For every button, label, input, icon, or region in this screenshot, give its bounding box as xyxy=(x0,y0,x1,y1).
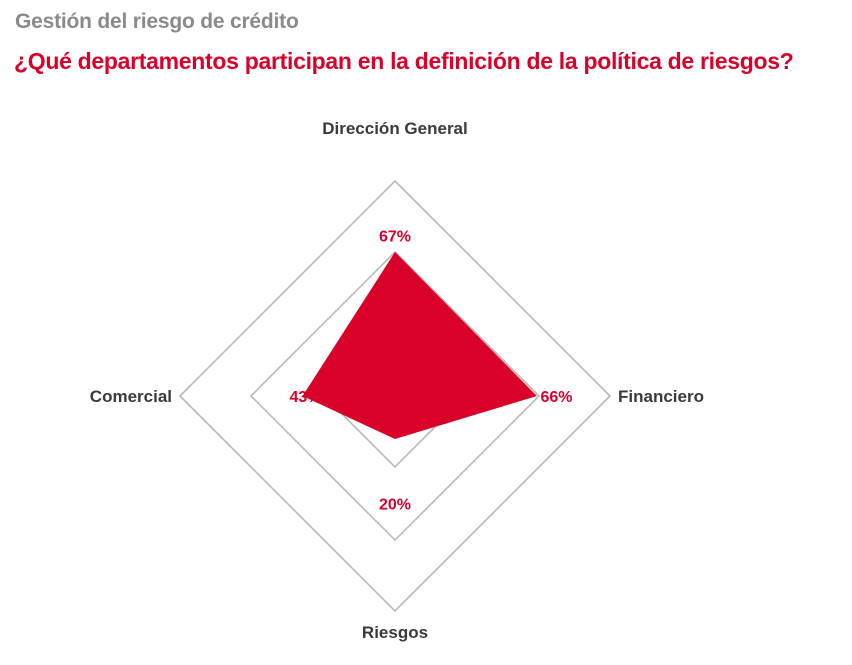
value-label-financiero: 66% xyxy=(540,389,572,406)
axis-label-comercial: Comercial xyxy=(90,387,172,406)
value-label-comercial: 43% xyxy=(290,389,322,406)
value-label-riesgos: 20% xyxy=(379,497,411,514)
chart-subtitle: Gestión del riesgo de crédito xyxy=(15,10,299,33)
axis-label-direccion-general: Dirección General xyxy=(322,119,468,138)
radar-series xyxy=(302,251,537,439)
axis-label-financiero: Financiero xyxy=(618,387,704,406)
axis-label-riesgos: Riesgos xyxy=(362,623,428,642)
grid-ring-67 xyxy=(249,250,541,542)
value-label-direccion-general: 67% xyxy=(379,228,411,245)
radar-labels: Dirección General Financiero Riesgos Comerc… xyxy=(90,119,704,642)
grid-ring-100 xyxy=(178,179,612,613)
chart-title: ¿Qué departamentos participan en la defi… xyxy=(14,48,794,74)
series-area xyxy=(302,251,537,439)
